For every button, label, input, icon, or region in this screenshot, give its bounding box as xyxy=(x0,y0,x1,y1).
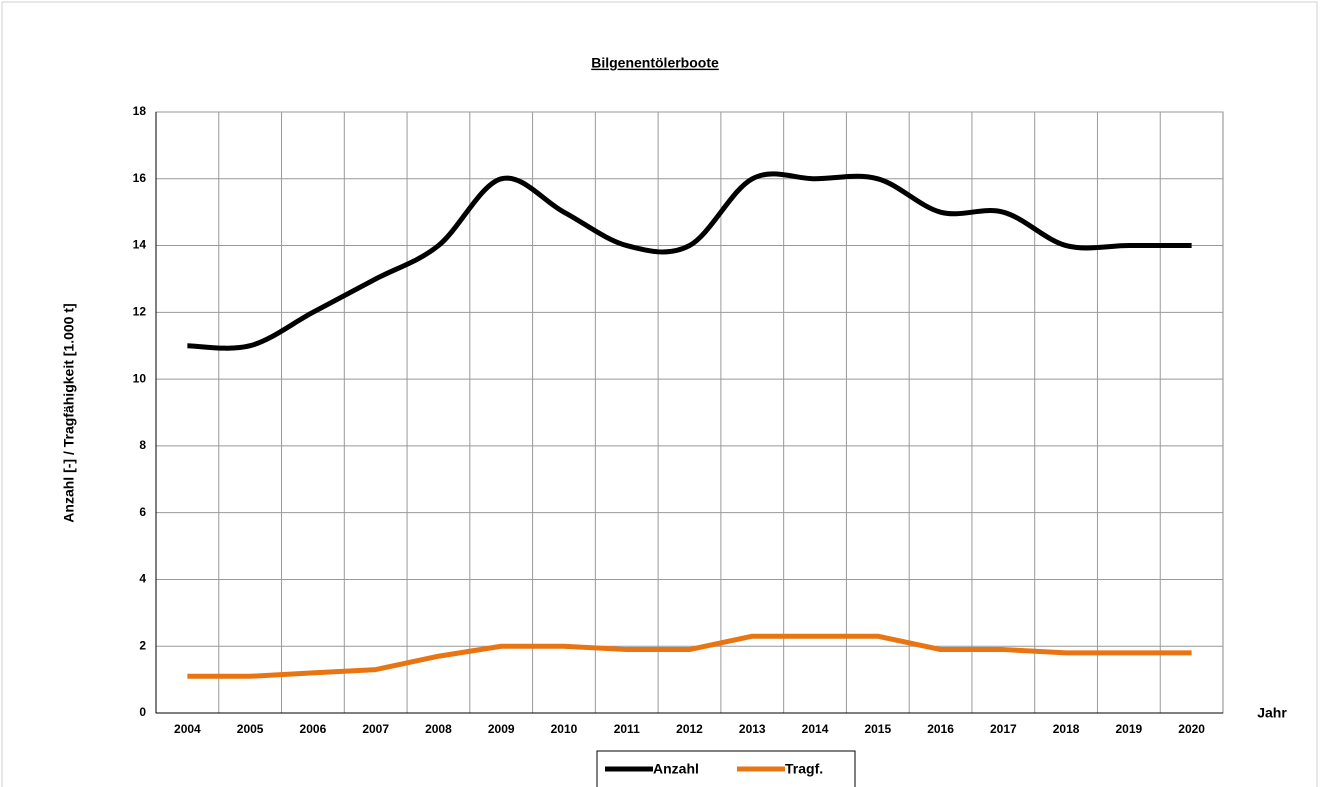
legend-label: Anzahl xyxy=(653,761,699,777)
chart-title: Bilgenentölerboote xyxy=(591,55,719,71)
y-tick-label: 8 xyxy=(139,438,146,452)
plot-area xyxy=(155,111,1224,714)
y-tick-label: 0 xyxy=(139,705,146,719)
y-tick-label: 10 xyxy=(133,371,147,385)
x-tick-label: 2018 xyxy=(1053,722,1080,736)
x-tick-label: 2014 xyxy=(802,722,829,736)
series-line xyxy=(187,171,1192,351)
x-tick-label: 2010 xyxy=(551,722,578,736)
x-tick-label: 2007 xyxy=(362,722,389,736)
x-tick-label: 2020 xyxy=(1178,722,1205,736)
x-tick-label: 2013 xyxy=(739,722,766,736)
x-tick-label: 2015 xyxy=(864,722,891,736)
y-axis-label: Anzahl [-] / Tragfähigkeit [1.000 t] xyxy=(61,303,77,522)
y-tick-label: 4 xyxy=(139,572,146,586)
y-tick-label: 16 xyxy=(133,171,147,185)
x-tick-label: 2005 xyxy=(237,722,264,736)
y-tick-label: 6 xyxy=(139,505,146,519)
y-tick-label: 12 xyxy=(133,305,147,319)
x-tick-label: 2009 xyxy=(488,722,515,736)
x-tick-label: 2012 xyxy=(676,722,703,736)
x-tick-label: 2016 xyxy=(927,722,954,736)
y-tick-label: 2 xyxy=(139,638,146,652)
legend-label: Tragf. xyxy=(785,761,823,777)
x-tick-label: 2008 xyxy=(425,722,452,736)
x-tick-label: 2019 xyxy=(1116,722,1143,736)
x-tick-label: 2006 xyxy=(300,722,327,736)
x-tick-label: 2011 xyxy=(614,722,640,736)
x-axis-label: Jahr xyxy=(1257,705,1287,721)
series-line xyxy=(187,633,1192,679)
x-tick-label: 2004 xyxy=(174,722,201,736)
y-tick-label: 14 xyxy=(133,238,147,252)
y-tick-label: 18 xyxy=(133,104,147,118)
x-tick-label: 2017 xyxy=(990,722,1017,736)
